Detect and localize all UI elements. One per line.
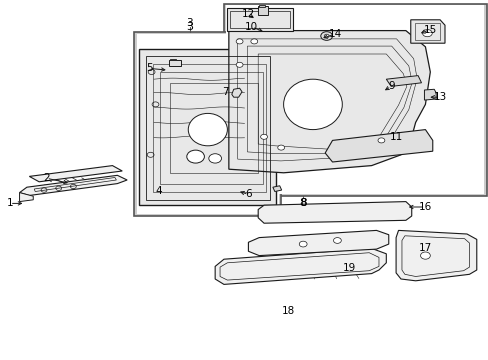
Bar: [224, 4, 486, 196]
Text: 3: 3: [186, 22, 193, 32]
Polygon shape: [215, 248, 386, 284]
Text: 8: 8: [299, 198, 306, 208]
Text: 19: 19: [342, 263, 356, 273]
Text: 6: 6: [244, 189, 251, 199]
Text: 18: 18: [281, 306, 295, 316]
Circle shape: [333, 238, 341, 243]
Circle shape: [320, 32, 332, 40]
Polygon shape: [168, 60, 181, 66]
Circle shape: [299, 241, 306, 247]
Polygon shape: [20, 193, 33, 202]
Text: 14: 14: [327, 29, 341, 39]
Polygon shape: [228, 31, 429, 173]
Polygon shape: [272, 186, 281, 192]
Text: 11: 11: [388, 132, 402, 142]
Bar: [134, 32, 281, 216]
Polygon shape: [258, 6, 267, 15]
Bar: [137, 34, 278, 214]
Circle shape: [420, 252, 429, 259]
Ellipse shape: [188, 113, 227, 146]
Text: 15: 15: [423, 24, 436, 35]
Text: 5: 5: [145, 63, 152, 73]
Circle shape: [186, 150, 204, 163]
Polygon shape: [259, 5, 264, 7]
Polygon shape: [29, 166, 122, 182]
Polygon shape: [424, 89, 435, 100]
Polygon shape: [386, 76, 421, 86]
Polygon shape: [20, 175, 127, 195]
Polygon shape: [231, 88, 242, 97]
Text: 12: 12: [241, 9, 255, 19]
Text: 4: 4: [155, 186, 162, 196]
Text: 17: 17: [418, 243, 431, 253]
Circle shape: [422, 30, 431, 37]
Polygon shape: [170, 59, 176, 60]
Circle shape: [377, 138, 384, 143]
Polygon shape: [248, 230, 388, 256]
Circle shape: [277, 145, 284, 150]
Text: 16: 16: [418, 202, 431, 212]
Text: 2: 2: [43, 173, 50, 183]
Circle shape: [260, 134, 267, 139]
Text: 13: 13: [432, 92, 446, 102]
Circle shape: [208, 154, 221, 163]
Polygon shape: [139, 49, 276, 205]
Bar: [226, 5, 483, 194]
Text: 9: 9: [387, 81, 394, 91]
Polygon shape: [325, 130, 432, 162]
Circle shape: [324, 34, 328, 38]
Circle shape: [250, 39, 257, 44]
Text: 3: 3: [186, 18, 193, 28]
Circle shape: [236, 62, 243, 67]
Polygon shape: [410, 20, 444, 43]
Text: 8: 8: [299, 198, 306, 208]
Polygon shape: [395, 230, 476, 281]
Text: 1: 1: [6, 198, 13, 208]
Ellipse shape: [283, 79, 342, 130]
Text: 10: 10: [245, 22, 258, 32]
Text: 7: 7: [221, 87, 228, 97]
Polygon shape: [226, 8, 293, 31]
Polygon shape: [258, 202, 411, 223]
Circle shape: [236, 39, 243, 44]
